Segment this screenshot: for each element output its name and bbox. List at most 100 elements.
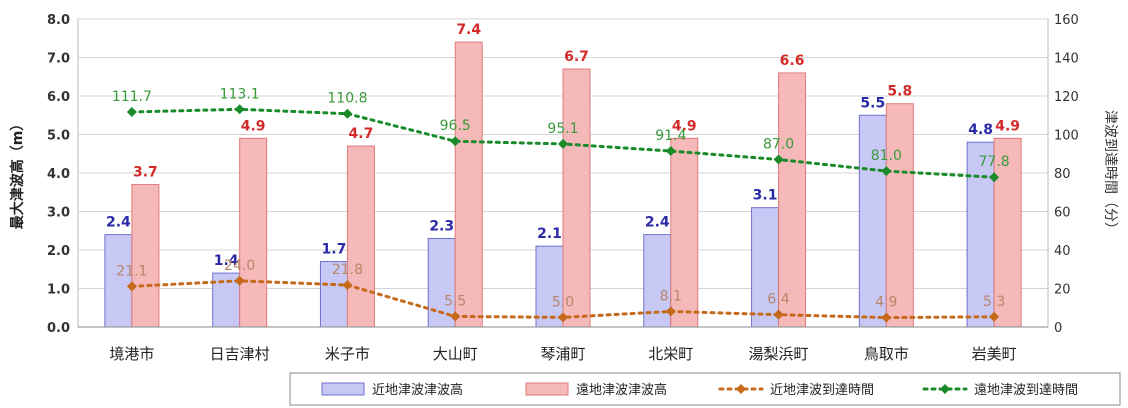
bar-data-label: 3.7 xyxy=(133,165,158,181)
bar-data-label: 2.1 xyxy=(537,226,562,242)
line-data-label: 6.4 xyxy=(767,292,789,308)
legend-swatch xyxy=(525,382,569,396)
line-point xyxy=(126,106,137,117)
x-tick-label: 鳥取市 xyxy=(864,345,909,363)
y2-tick-label: 120 xyxy=(1054,90,1079,105)
line-point xyxy=(126,281,137,292)
line-data-label: 91.4 xyxy=(655,128,686,144)
bar xyxy=(239,137,268,328)
bar-data-label: 2.4 xyxy=(106,215,131,231)
line-point xyxy=(665,146,676,157)
lines-layer xyxy=(126,104,1000,323)
line-point xyxy=(773,154,784,165)
line-point xyxy=(773,309,784,320)
y-tick-label: 0.0 xyxy=(47,321,70,336)
y2-axis-title: 津波到達時間（分） xyxy=(1102,110,1118,236)
y2-tick-label: 160 xyxy=(1054,13,1079,28)
line-data-label: 87.0 xyxy=(763,137,794,153)
y2-tick-label: 60 xyxy=(1054,206,1071,221)
bar-data-label: 1.7 xyxy=(322,242,347,258)
data-labels-layer: 2.4 1.4 1.7 2.3 2.1 2.4 3.1 5.5 4.8 3.7 4.9 4.7 7.4 6… xyxy=(106,22,1020,310)
line-data-label: 4.9 xyxy=(875,295,897,311)
line-point xyxy=(342,280,353,291)
x-tick-label: 岩美町 xyxy=(972,345,1017,363)
legend-swatch xyxy=(321,382,365,396)
bar-data-label: 4.9 xyxy=(672,118,697,134)
line-data-label: 110.8 xyxy=(327,91,367,107)
line-data-label: 96.5 xyxy=(440,118,471,134)
line-data-label: 5.5 xyxy=(444,293,466,309)
bar-data-label: 5.5 xyxy=(860,95,885,111)
x-tick-label: 日吉津村 xyxy=(210,345,270,363)
y-axis-title: 最大津波高（m） xyxy=(9,117,26,230)
bar-data-label: 7.4 xyxy=(456,22,481,38)
y-tick-label: 6.0 xyxy=(47,90,70,105)
legend-marker xyxy=(940,384,950,394)
line-data-label: 95.1 xyxy=(547,121,578,137)
bar-data-label: 1.4 xyxy=(214,253,239,269)
legend-label: 遠地津波津波高 xyxy=(576,382,667,398)
bar-data-label: 5.8 xyxy=(887,84,912,100)
bar xyxy=(858,114,887,328)
line-data-label: 81.0 xyxy=(871,148,902,164)
legend-label: 近地津波到達時間 xyxy=(770,383,874,398)
legend-label: 近地津波津波高 xyxy=(372,382,463,398)
line-data-label: 77.8 xyxy=(979,154,1010,170)
line-point xyxy=(450,311,461,322)
legend: 近地津波津波高 遠地津波津波高 近地津波到達時間 遠地津波到達時間 xyxy=(289,372,1121,406)
bar-data-label: 6.7 xyxy=(564,49,589,65)
line-data-label: 111.7 xyxy=(112,89,152,105)
x-tick-label: 琴浦町 xyxy=(540,345,585,363)
bar-data-label: 4.8 xyxy=(968,122,993,138)
bar-data-label: 4.9 xyxy=(995,118,1020,134)
legend-frame xyxy=(289,372,1121,406)
bar xyxy=(346,145,375,328)
y-tick-label: 4.0 xyxy=(47,167,70,182)
line-point xyxy=(234,275,245,286)
y2-tick-label: 40 xyxy=(1054,244,1071,259)
line-point xyxy=(665,306,676,317)
line-point xyxy=(989,172,1000,183)
line-data-label: 21.1 xyxy=(116,263,147,279)
line-data-label: 24.0 xyxy=(224,258,255,274)
line-point xyxy=(558,138,568,149)
line-point xyxy=(234,104,245,115)
bar xyxy=(670,137,699,328)
legend-label: 遠地津波到達時間 xyxy=(974,383,1078,398)
bar xyxy=(104,234,133,328)
line-data-label: 8.1 xyxy=(660,288,682,304)
y2-tick-label: 0 xyxy=(1054,321,1062,336)
y-tick-label: 7.0 xyxy=(47,52,70,67)
bar-data-label: 3.1 xyxy=(753,188,778,204)
line-data-label: 113.1 xyxy=(220,86,260,102)
legend-marker xyxy=(736,384,746,394)
y-tick-label: 3.0 xyxy=(47,206,70,221)
bar xyxy=(454,41,483,328)
line-data-label: 21.8 xyxy=(332,262,363,278)
y2-tick-label: 20 xyxy=(1054,283,1071,298)
line-point xyxy=(881,312,892,323)
bar xyxy=(885,103,914,328)
bar xyxy=(993,137,1022,328)
y2-tick-label: 100 xyxy=(1054,129,1079,144)
bar-data-label: 4.7 xyxy=(349,126,374,142)
y-tick-label: 2.0 xyxy=(47,244,70,259)
x-tick-label: 境港市 xyxy=(109,345,154,363)
bar xyxy=(535,245,564,328)
bar-data-label: 2.4 xyxy=(645,215,670,231)
line-data-label: 5.0 xyxy=(552,294,574,310)
line-point xyxy=(450,136,461,147)
line-point xyxy=(342,108,353,119)
y2-tick-label: 140 xyxy=(1054,52,1079,67)
x-tick-label: 大山町 xyxy=(433,345,478,363)
y-tick-label: 5.0 xyxy=(47,129,70,144)
bar xyxy=(131,184,160,328)
x-tick-label: 北栄町 xyxy=(648,345,693,363)
line-point xyxy=(989,311,1000,322)
y-tick-label: 8.0 xyxy=(47,13,70,28)
x-tick-label: 米子市 xyxy=(325,345,370,363)
axes-layer: 0.0 1.0 2.0 3.0 4.0 5.0 6.0 7.0 8.0 0 20 40 60 80 100 1… xyxy=(47,13,1079,363)
bar-data-label: 6.6 xyxy=(780,53,805,69)
line-point xyxy=(558,312,568,323)
